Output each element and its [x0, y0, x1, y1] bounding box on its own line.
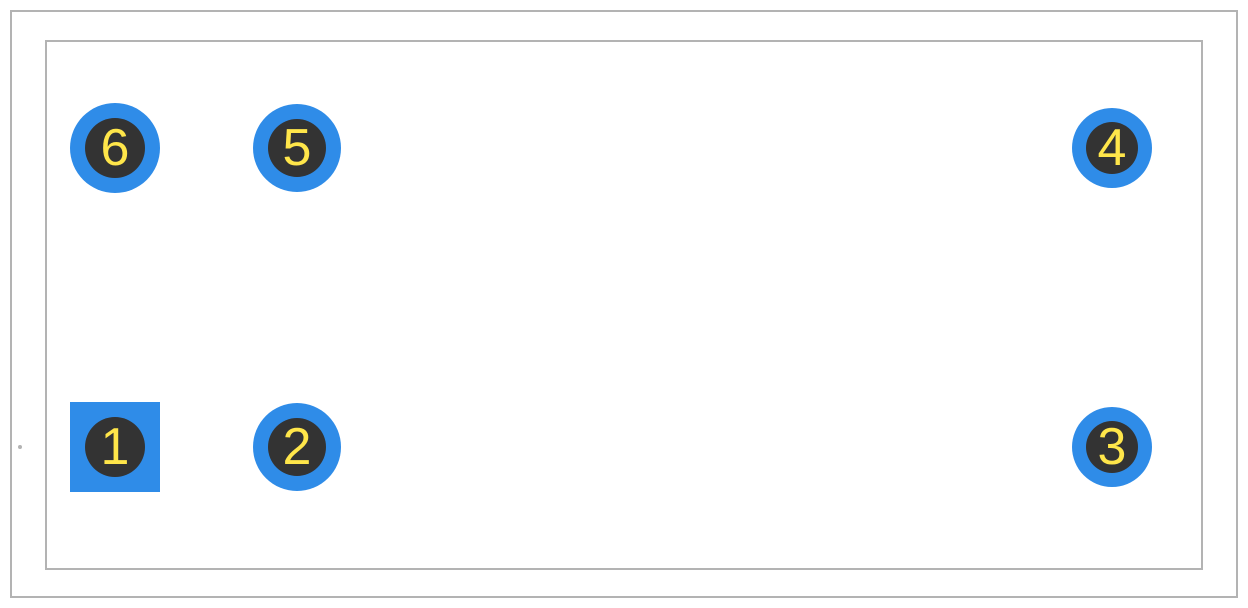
pad-1-label: 1	[101, 417, 130, 477]
pad-4-label: 4	[1098, 118, 1127, 178]
pad-1: 1	[70, 402, 160, 492]
origin-marker	[18, 445, 22, 449]
pad-2-label: 2	[283, 417, 312, 477]
pad-2: 2	[253, 403, 341, 491]
pad-5: 5	[253, 104, 341, 192]
pad-6-label: 6	[101, 118, 130, 178]
pad-3-label: 3	[1098, 417, 1127, 477]
pad-4: 4	[1072, 108, 1152, 188]
pad-3: 3	[1072, 407, 1152, 487]
inner-frame	[45, 40, 1203, 570]
pad-6: 6	[70, 103, 160, 193]
pad-5-label: 5	[283, 118, 312, 178]
